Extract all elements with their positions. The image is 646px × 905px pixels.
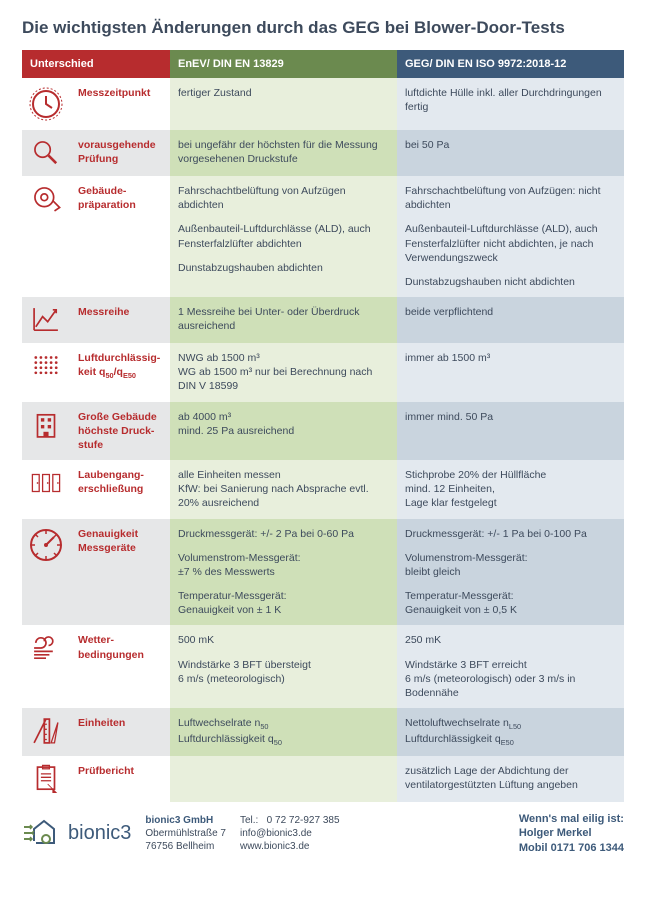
- table-row: Messzeitpunktfertiger Zustandluftdichte …: [22, 78, 624, 130]
- table-row: Messreihe1 Messreihe bei Unter- oder Übe…: [22, 297, 624, 343]
- building-icon: [22, 402, 70, 461]
- row-label: Laubengang-erschließung: [70, 460, 170, 519]
- tel-value: 0 72 72-927 385: [267, 815, 340, 826]
- logo-text: bionic3: [68, 822, 131, 845]
- enev-cell: Druckmessgerät: +/- 2 Pa bei 0-60 PaVolu…: [170, 519, 397, 626]
- logo: bionic3: [22, 813, 131, 855]
- geg-cell: luftdichte Hülle inkl. aller Durchdringu…: [397, 78, 624, 130]
- header-unterschied: Unterschied: [22, 50, 170, 78]
- magnifier-icon: [22, 130, 70, 176]
- enev-cell: Fahrschachtbelüftung von Aufzügen abdich…: [170, 176, 397, 297]
- geg-cell: Nettoluftwechselrate nL50Luftdurchlässig…: [397, 708, 624, 756]
- enev-cell: 500 mKWindstärke 3 BFT übersteigt6 m/s (…: [170, 625, 397, 708]
- row-label: Wetter-bedingungen: [70, 625, 170, 708]
- table-row: Luftdurchlässig-keit q50/qE50NWG ab 1500…: [22, 343, 624, 402]
- gauge-icon: [22, 519, 70, 626]
- website: www.bionic3.de: [240, 840, 340, 853]
- header-enev: EnEV/ DIN EN 13829: [170, 50, 397, 78]
- doors-icon: [22, 460, 70, 519]
- geg-cell: bei 50 Pa: [397, 130, 624, 176]
- enev-cell: bei ungefähr der höchsten für die Messun…: [170, 130, 397, 176]
- logo-icon: [22, 813, 64, 855]
- grid-icon: [22, 343, 70, 402]
- report-icon: [22, 756, 70, 802]
- table-row: Große Gebäude höchste Druck-stufeab 4000…: [22, 402, 624, 461]
- company-address: bionic3 GmbH Obermühlstraße 7 76756 Bell…: [145, 814, 226, 853]
- urgent-name: Holger Merkel: [519, 826, 624, 840]
- table-row: Prüfbericht zusätzlich Lage der Abdichtun…: [22, 756, 624, 802]
- row-label: Prüfbericht: [70, 756, 170, 802]
- geg-cell: Stichprobe 20% der Hüllflächemind. 12 Ei…: [397, 460, 624, 519]
- table-row: vorausgehende Prüfungbei ungefähr der hö…: [22, 130, 624, 176]
- table-row: Wetter-bedingungen500 mKWindstärke 3 BFT…: [22, 625, 624, 708]
- row-label: vorausgehende Prüfung: [70, 130, 170, 176]
- enev-cell: Luftwechselrate n50Luftdurchlässigkeit q…: [170, 708, 397, 756]
- company-contact: Tel.: 0 72 72-927 385 info@bionic3.de ww…: [240, 814, 340, 853]
- wind-icon: [22, 625, 70, 708]
- row-label: Genauigkeit Messgeräte: [70, 519, 170, 626]
- row-label: Messreihe: [70, 297, 170, 343]
- geg-cell: immer mind. 50 Pa: [397, 402, 624, 461]
- table-row: Laubengang-erschließungalle Einheiten me…: [22, 460, 624, 519]
- row-label: Luftdurchlässig-keit q50/qE50: [70, 343, 170, 402]
- clock-icon: [22, 78, 70, 130]
- chart-icon: [22, 297, 70, 343]
- enev-cell: alle Einheiten messenKfW: bei Sanierung …: [170, 460, 397, 519]
- row-label: Große Gebäude höchste Druck-stufe: [70, 402, 170, 461]
- ruler-icon: [22, 708, 70, 756]
- enev-cell: ab 4000 m³mind. 25 Pa ausreichend: [170, 402, 397, 461]
- geg-cell: immer ab 1500 m³: [397, 343, 624, 402]
- tel-label: Tel.:: [240, 815, 258, 826]
- company-city: 76756 Bellheim: [145, 840, 226, 853]
- tape-icon: [22, 176, 70, 297]
- table-row: Gebäude-präparationFahrschachtbelüftung …: [22, 176, 624, 297]
- enev-cell: fertiger Zustand: [170, 78, 397, 130]
- page-title: Die wichtigsten Änderungen durch das GEG…: [22, 18, 624, 38]
- table-row: EinheitenLuftwechselrate n50Luftdurchläs…: [22, 708, 624, 756]
- enev-cell: NWG ab 1500 m³WG ab 1500 m³ nur bei Bere…: [170, 343, 397, 402]
- geg-cell: 250 mKWindstärke 3 BFT erreicht6 m/s (me…: [397, 625, 624, 708]
- comparison-table: Unterschied EnEV/ DIN EN 13829 GEG/ DIN …: [22, 50, 624, 802]
- urgent-mobile: Mobil 0171 706 1344: [519, 841, 624, 855]
- company-name: bionic3 GmbH: [145, 814, 226, 827]
- table-row: Genauigkeit MessgeräteDruckmessgerät: +/…: [22, 519, 624, 626]
- urgent-label: Wenn's mal eilig ist:: [519, 812, 624, 826]
- row-label: Einheiten: [70, 708, 170, 756]
- geg-cell: beide verpflichtend: [397, 297, 624, 343]
- header-geg: GEG/ DIN EN ISO 9972:2018-12: [397, 50, 624, 78]
- enev-cell: [170, 756, 397, 802]
- geg-cell: zusätzlich Lage der Abdichtung der venti…: [397, 756, 624, 802]
- footer: bionic3 bionic3 GmbH Obermühlstraße 7 76…: [22, 812, 624, 855]
- enev-cell: 1 Messreihe bei Unter- oder Überdruck au…: [170, 297, 397, 343]
- row-label: Gebäude-präparation: [70, 176, 170, 297]
- company-street: Obermühlstraße 7: [145, 827, 226, 840]
- geg-cell: Druckmessgerät: +/- 1 Pa bei 0-100 PaVol…: [397, 519, 624, 626]
- email: info@bionic3.de: [240, 827, 340, 840]
- row-label: Messzeitpunkt: [70, 78, 170, 130]
- urgent-contact: Wenn's mal eilig ist: Holger Merkel Mobi…: [519, 812, 624, 855]
- geg-cell: Fahrschachtbelüftung von Aufzügen: nicht…: [397, 176, 624, 297]
